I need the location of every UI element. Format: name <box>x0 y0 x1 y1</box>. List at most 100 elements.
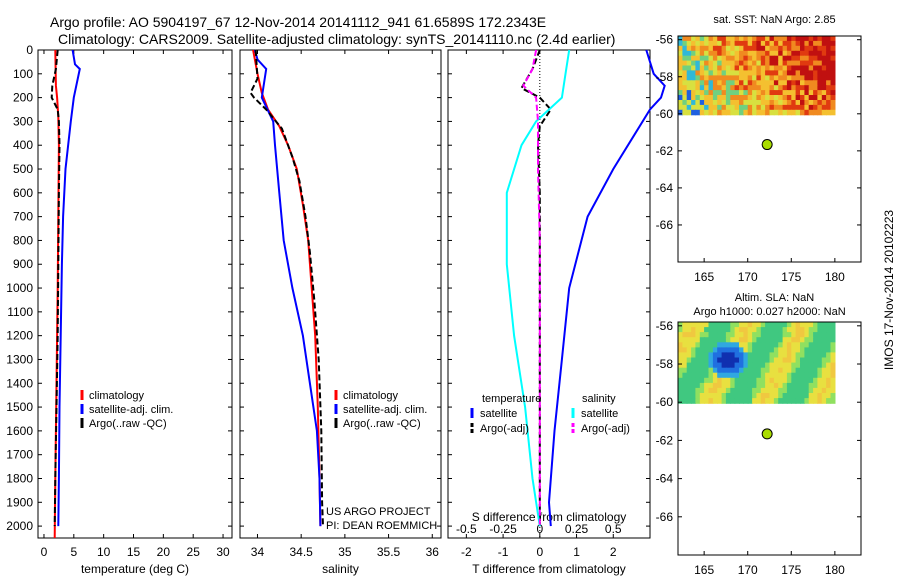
series-line-2 <box>505 49 571 527</box>
heat-cell <box>725 377 731 384</box>
heat-cell <box>730 65 736 71</box>
heat-cell <box>695 70 701 76</box>
heat-cell <box>730 327 736 333</box>
heat-cell <box>756 60 762 67</box>
heat-cell <box>721 332 727 338</box>
map-y-tick-label: -58 <box>656 70 674 84</box>
heat-cell <box>826 327 832 333</box>
map-y-tick-label: -66 <box>656 510 674 524</box>
heat-cell <box>826 50 832 57</box>
heat-cell <box>752 362 758 369</box>
heat-cell <box>717 109 723 116</box>
map-frame <box>677 321 862 556</box>
heat-cell <box>813 322 819 328</box>
heat-cell <box>765 70 771 76</box>
heat-cell <box>800 398 805 404</box>
heat-cell <box>717 100 723 106</box>
heat-cell <box>769 387 775 394</box>
heat-cell <box>717 387 723 394</box>
heat-cell <box>708 45 714 52</box>
heat-cell <box>773 357 779 364</box>
heat-cell <box>795 352 801 359</box>
heat-cell <box>808 95 814 101</box>
heat-cell <box>686 342 692 348</box>
heat-cell <box>826 357 832 364</box>
heat-cell <box>717 393 723 399</box>
heat-cell <box>730 70 736 76</box>
heat-cell <box>734 40 740 47</box>
heat-cell <box>800 367 805 374</box>
x-tick-label: 5 <box>70 545 77 559</box>
heat-cell <box>808 109 814 116</box>
heat-cell <box>721 382 727 389</box>
series-line-2 <box>249 49 324 527</box>
x-tick-label: 20 <box>157 545 171 559</box>
heat-cell <box>786 100 792 106</box>
heat-cell <box>804 109 810 116</box>
heat-cell <box>760 36 766 42</box>
heat-cell <box>800 60 805 67</box>
heat-cell <box>739 109 744 116</box>
heat-cell <box>699 45 705 52</box>
heat-cell <box>800 104 805 111</box>
heat-cell <box>708 55 714 62</box>
heat-cell <box>743 65 749 71</box>
heat-cell <box>786 55 792 62</box>
heat-cell <box>721 45 727 52</box>
heat-cell <box>682 109 688 116</box>
heat-cell <box>725 80 731 86</box>
heat-cell <box>782 60 788 67</box>
heat-cell <box>821 50 827 57</box>
heat-cell <box>730 85 736 91</box>
heat-cell <box>813 393 819 399</box>
heat-cell <box>699 322 705 328</box>
heat-cell <box>773 322 779 328</box>
heat-cell <box>760 332 766 338</box>
heat-cell <box>695 332 701 338</box>
x-tick-label: 15 <box>127 545 141 559</box>
heat-cell <box>752 377 758 384</box>
y-tick-label: 1800 <box>6 471 33 485</box>
heat-cell <box>725 40 731 47</box>
heat-cell <box>704 372 710 379</box>
heat-cell <box>686 327 692 333</box>
heat-cell <box>678 347 683 354</box>
heat-cell <box>743 327 749 333</box>
heat-cell <box>791 387 797 394</box>
heat-cell <box>712 36 718 42</box>
heat-cell <box>795 398 801 404</box>
heat-cell <box>686 100 692 106</box>
heat-cell <box>717 398 723 404</box>
heat-cell <box>752 40 758 47</box>
heat-cell <box>678 75 683 81</box>
heat-cell <box>765 327 771 333</box>
heat-cell <box>795 337 801 343</box>
heat-cell <box>760 337 766 343</box>
heat-cell <box>778 362 784 369</box>
heat-cell <box>695 342 701 348</box>
heat-cell <box>691 45 697 52</box>
heat-cell <box>826 70 832 76</box>
series-line-3 <box>522 49 541 527</box>
heat-cell <box>756 40 762 47</box>
heat-cell <box>695 109 701 116</box>
heat-cell <box>704 357 710 364</box>
heat-cell <box>725 367 731 374</box>
heat-cell <box>769 352 775 359</box>
heat-cell <box>778 60 784 67</box>
heat-cell <box>725 36 731 42</box>
heat-cell <box>773 80 779 86</box>
heat-cell <box>813 70 819 76</box>
heat-cell <box>704 55 710 62</box>
heat-cell <box>739 40 744 47</box>
heat-cell <box>686 50 692 57</box>
heat-cell <box>691 377 697 384</box>
heat-cell <box>730 342 736 348</box>
heat-cell <box>725 109 731 116</box>
heat-cell <box>743 382 749 389</box>
heat-cell <box>826 90 832 96</box>
heat-cell <box>817 80 823 86</box>
map-title: sat. SST: NaN Argo: 2.85 <box>713 14 835 26</box>
heat-cell <box>682 75 688 81</box>
heat-cell <box>795 332 801 338</box>
